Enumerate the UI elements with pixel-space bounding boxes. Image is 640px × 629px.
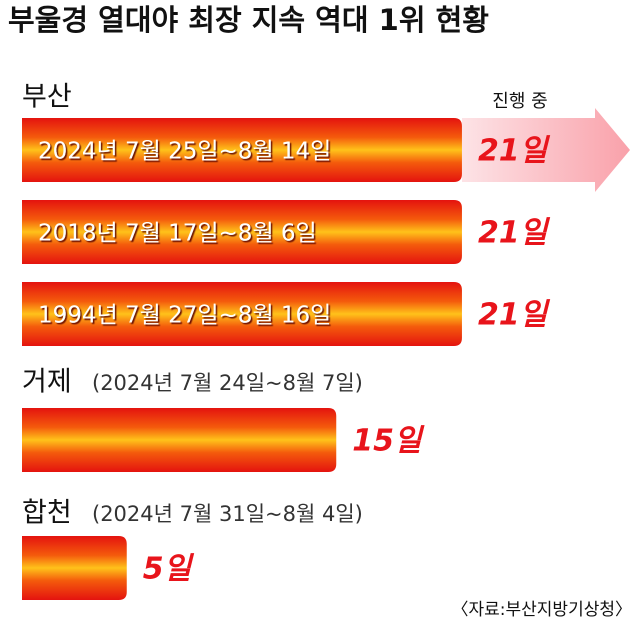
bar — [22, 282, 462, 346]
annotation: 진행 중 — [492, 91, 547, 112]
value-label: 21일 — [478, 216, 551, 251]
region-label: 합천 — [22, 498, 72, 529]
region-label: 거제 — [22, 367, 72, 398]
value-label: 5일 — [143, 552, 195, 587]
bar — [22, 118, 462, 182]
source: 〈자료:부산지방기상청〉 — [452, 600, 633, 620]
bar — [22, 200, 462, 264]
in-progress-arrow — [462, 108, 630, 192]
region-label: 부산 — [22, 82, 72, 113]
bar — [22, 408, 337, 472]
period-label: (2024년 7월 31일~8월 4일) — [92, 502, 363, 526]
value-label: 21일 — [478, 134, 551, 169]
bar-label: 2018년 7월 17일~8월 6일 — [38, 221, 317, 247]
bar-label: 2024년 7월 25일~8월 14일 — [38, 139, 331, 165]
bar — [22, 536, 127, 600]
chart-title: 부울경 열대야 최장 지속 역대 1위 현황 — [8, 3, 489, 37]
period-label: (2024년 7월 24일~8월 7일) — [92, 371, 363, 395]
bar-label: 1994년 7월 27일~8월 16일 — [38, 303, 331, 329]
value-label: 15일 — [352, 424, 425, 459]
value-label: 21일 — [478, 298, 551, 333]
